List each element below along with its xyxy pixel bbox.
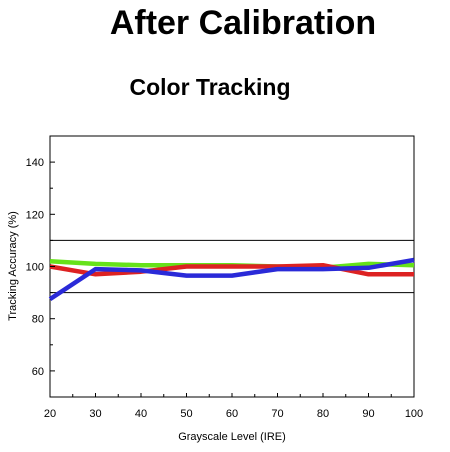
series-line-3 xyxy=(48,257,415,301)
y-tick-label-80: 80 xyxy=(32,314,44,326)
y-tick-label-60: 60 xyxy=(32,366,44,378)
x-tick-label-100: 100 xyxy=(405,408,423,420)
x-tick-label-90: 90 xyxy=(362,408,374,420)
x-tick-label-30: 30 xyxy=(89,408,101,420)
series-line-2 xyxy=(49,262,414,277)
x-tick-label-20: 20 xyxy=(44,408,56,420)
x-tick-label-70: 70 xyxy=(271,408,283,420)
y-tick-label-100: 100 xyxy=(26,262,44,274)
y-axis-title: Tracking Accuracy (%) xyxy=(7,211,19,321)
x-axis-title: Grayscale Level (IRE) xyxy=(178,431,286,443)
y-tick-label-120: 120 xyxy=(26,209,44,221)
x-tick-label-40: 40 xyxy=(135,408,147,420)
chart-title: Color Tracking xyxy=(129,74,291,100)
x-tick-label-50: 50 xyxy=(180,408,192,420)
x-tick-label-80: 80 xyxy=(317,408,329,420)
y-tick-label-140: 140 xyxy=(26,157,44,169)
x-tick-label-60: 60 xyxy=(226,408,238,420)
page-title: After Calibration xyxy=(109,4,377,42)
